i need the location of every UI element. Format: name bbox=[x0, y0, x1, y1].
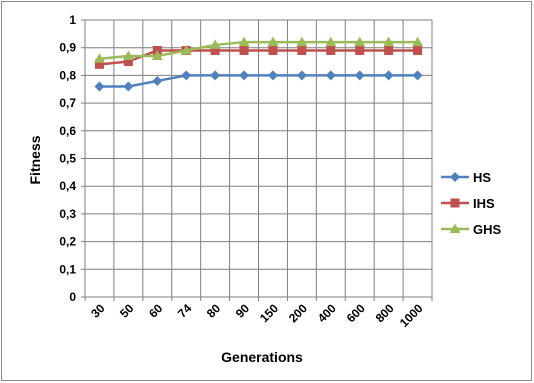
x-tick-label: 90 bbox=[233, 301, 253, 321]
point-ihs bbox=[297, 45, 307, 55]
y-tick-label: 0,8 bbox=[59, 68, 76, 82]
x-tick-labels: 30 50 60 74 80 90 150 200 400 600 800 1000 bbox=[88, 301, 426, 330]
x-tick-label: 150 bbox=[257, 301, 281, 325]
y-tick-label: 0,9 bbox=[59, 41, 76, 55]
point-ghs bbox=[325, 36, 337, 47]
point-hs bbox=[325, 70, 336, 81]
x-axis-title: Generations bbox=[221, 349, 303, 365]
point-ihs bbox=[123, 57, 133, 67]
y-tick-label: 0,6 bbox=[59, 124, 76, 138]
point-ghs bbox=[151, 50, 163, 61]
point-hs bbox=[210, 70, 221, 81]
point-ihs bbox=[239, 45, 249, 55]
series-hs bbox=[94, 70, 423, 92]
y-tick-label: 0,7 bbox=[59, 96, 76, 110]
point-hs bbox=[354, 70, 365, 81]
series-line-ghs bbox=[99, 40, 418, 61]
point-hs bbox=[123, 81, 134, 92]
point-ghs bbox=[238, 36, 250, 47]
y-tick-label: 0,3 bbox=[59, 207, 76, 221]
y-tick-label: 0,2 bbox=[59, 235, 76, 249]
x-tick-label: 30 bbox=[88, 301, 108, 321]
point-hs bbox=[239, 70, 250, 81]
x-tick-label: 50 bbox=[117, 301, 137, 321]
legend-label-hs: HS bbox=[473, 170, 491, 185]
x-tick-label: 1000 bbox=[397, 301, 426, 330]
legend: HS IHS GHS bbox=[441, 170, 502, 237]
point-ghs bbox=[412, 36, 424, 47]
legend-marker-ghs bbox=[449, 223, 461, 233]
series-layer bbox=[93, 36, 424, 92]
y-tick-label: 1 bbox=[69, 13, 76, 27]
x-tick-label: 400 bbox=[315, 301, 339, 325]
legend-marker-ihs bbox=[450, 198, 460, 208]
point-hs bbox=[181, 70, 192, 81]
x-tick-label: 74 bbox=[175, 301, 195, 321]
y-tick-label: 0,1 bbox=[59, 262, 76, 276]
point-ghs bbox=[267, 36, 279, 47]
y-tick-label: 0,5 bbox=[59, 152, 76, 166]
point-ghs bbox=[354, 36, 366, 47]
point-ihs bbox=[413, 45, 423, 55]
point-ihs bbox=[94, 59, 104, 69]
y-tick-label: 0 bbox=[69, 290, 76, 304]
series-line-ihs bbox=[99, 49, 418, 66]
point-hs bbox=[94, 81, 105, 92]
point-ihs bbox=[355, 45, 365, 55]
point-ghs bbox=[93, 53, 105, 63]
series-ghs bbox=[93, 36, 424, 63]
legend-label-ihs: IHS bbox=[473, 196, 495, 211]
point-ihs bbox=[326, 45, 336, 55]
point-ihs bbox=[384, 45, 394, 55]
point-hs bbox=[267, 70, 278, 81]
point-hs bbox=[296, 70, 307, 81]
y-axis-title: Fitness bbox=[27, 135, 43, 184]
y-tick-label: 0,4 bbox=[59, 179, 76, 193]
point-ghs bbox=[180, 44, 192, 55]
x-tick-label: 60 bbox=[146, 301, 166, 321]
point-hs bbox=[152, 75, 163, 86]
point-hs bbox=[383, 70, 394, 81]
point-hs bbox=[412, 70, 423, 81]
point-ihs bbox=[210, 45, 220, 55]
point-ihs bbox=[152, 45, 162, 55]
point-ghs bbox=[296, 36, 308, 47]
x-tick-label: 80 bbox=[204, 301, 224, 321]
y-tick-labels: 0 0,1 0,2 0,3 0,4 0,5 0,6 0,7 0,8 0,9 1 bbox=[59, 13, 76, 304]
legend-marker-hs bbox=[450, 172, 460, 182]
series-ihs bbox=[94, 45, 423, 69]
x-tick-label: 800 bbox=[373, 301, 397, 325]
x-tick-label: 600 bbox=[344, 301, 368, 325]
point-ghs bbox=[209, 39, 221, 49]
point-ihs bbox=[268, 45, 278, 55]
point-ghs bbox=[122, 50, 134, 61]
point-ghs bbox=[383, 36, 395, 47]
x-tick-label: 200 bbox=[286, 301, 310, 325]
gridlines bbox=[81, 19, 433, 301]
legend-label-ghs: GHS bbox=[473, 222, 502, 237]
